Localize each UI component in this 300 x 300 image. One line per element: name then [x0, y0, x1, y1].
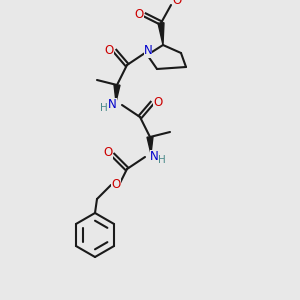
Text: O: O [134, 8, 144, 20]
Text: N: N [108, 98, 117, 110]
Text: N: N [150, 149, 159, 163]
Text: O: O [111, 178, 121, 190]
Text: H: H [158, 155, 166, 165]
Polygon shape [158, 23, 164, 45]
Polygon shape [114, 85, 120, 102]
Text: O: O [104, 44, 114, 56]
Text: H: H [100, 103, 108, 113]
Text: O: O [153, 95, 163, 109]
Text: O: O [103, 146, 112, 160]
Polygon shape [147, 137, 153, 154]
Text: N: N [144, 44, 152, 58]
Text: O: O [172, 0, 182, 8]
